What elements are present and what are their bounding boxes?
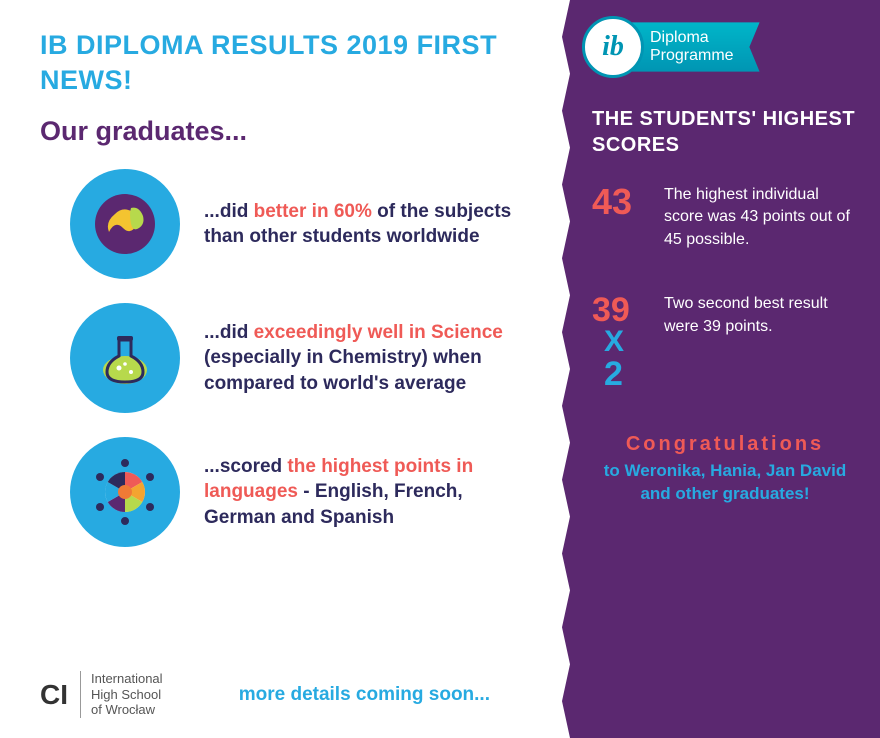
score-desc: The highest individual score was 43 poin… xyxy=(664,184,858,251)
score-2: 2 xyxy=(604,357,623,391)
ib-ribbon: Diploma Programme xyxy=(632,22,760,71)
score-block-2: 39 X 2 Two second best result were 39 po… xyxy=(592,293,858,391)
right-panel: ib Diploma Programme THE STUDENTS' HIGHE… xyxy=(570,0,880,738)
achievement-row: ...scored the highest points in language… xyxy=(40,437,550,547)
achievement-text: ...did exceedingly well in Science (espe… xyxy=(204,320,524,397)
school-name: International High School of Wrocław xyxy=(80,671,163,718)
congrats-body: to Weronika, Hania, Jan David and other … xyxy=(592,460,858,506)
achievement-text: ...did better in 60% of the subjects tha… xyxy=(204,199,524,250)
school-line1: International xyxy=(91,671,163,687)
sub-title: Our graduates... xyxy=(40,116,550,147)
school-logo-mark: CI xyxy=(40,679,68,711)
congrats-title: Congratulations xyxy=(592,433,858,456)
ib-ribbon-line2: Programme xyxy=(650,47,734,65)
ib-mark: ib xyxy=(602,31,624,63)
scores-heading: THE STUDENTS' HIGHEST SCORES xyxy=(592,106,858,158)
ib-logo-icon: ib xyxy=(582,16,644,78)
score-39: 39 xyxy=(592,293,630,327)
achievement-row: ...did exceedingly well in Science (espe… xyxy=(40,303,550,413)
achievement-row: ...did better in 60% of the subjects tha… xyxy=(40,169,550,279)
text-prefix: ...scored xyxy=(204,456,287,477)
globe-icon xyxy=(70,169,180,279)
achievement-text: ...scored the highest points in language… xyxy=(204,454,524,531)
score-block-1: 43 The highest individual score was 43 p… xyxy=(592,184,858,251)
school-line2: High School xyxy=(91,687,163,703)
more-details: more details coming soon... xyxy=(239,684,490,706)
score-x: X xyxy=(604,327,624,357)
text-highlight: better in 60% xyxy=(254,201,372,222)
congrats-block: Congratulations to Weronika, Hania, Jan … xyxy=(592,433,858,506)
text-highlight: exceedingly well in Science xyxy=(254,322,503,343)
people-wheel-icon xyxy=(70,437,180,547)
text-suffix: (especially in Chemistry) when compared … xyxy=(204,347,482,394)
score-desc: Two second best result were 39 points. xyxy=(664,293,858,391)
text-prefix: ...did xyxy=(204,201,254,222)
flask-icon xyxy=(70,303,180,413)
achievements-list: ...did better in 60% of the subjects tha… xyxy=(40,169,550,547)
left-panel: IB DIPLOMA RESULTS 2019 FIRST NEWS! Our … xyxy=(0,0,570,738)
score-number: 43 xyxy=(592,184,650,251)
score-number: 39 X 2 xyxy=(592,293,650,391)
footer-row: CI International High School of Wrocław … xyxy=(40,671,550,718)
ib-badge: ib Diploma Programme xyxy=(582,16,858,78)
school-line3: of Wrocław xyxy=(91,702,163,718)
main-title: IB DIPLOMA RESULTS 2019 FIRST NEWS! xyxy=(40,28,550,98)
ib-ribbon-line1: Diploma xyxy=(650,29,734,47)
text-prefix: ...did xyxy=(204,322,254,343)
school-logo: CI International High School of Wrocław xyxy=(40,671,163,718)
